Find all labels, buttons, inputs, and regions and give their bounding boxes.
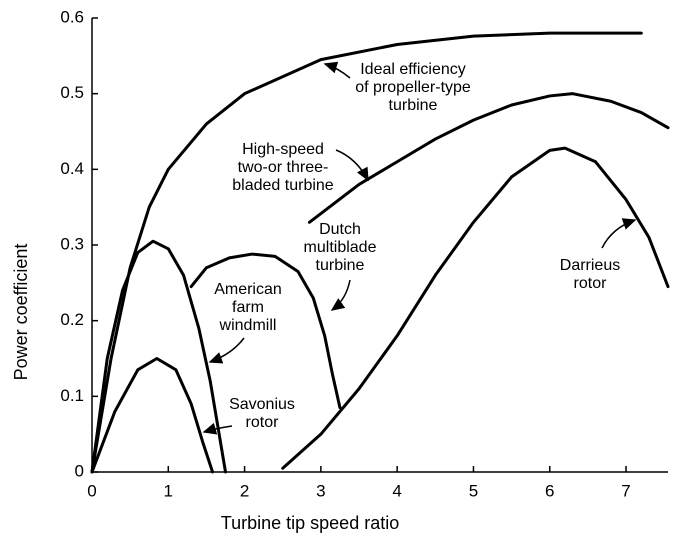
y-tick-label: 0: [75, 461, 84, 480]
arrow: [208, 337, 245, 364]
arrow: [323, 61, 351, 79]
x-tick-label: 2: [240, 481, 249, 500]
x-tick-label: 6: [545, 481, 554, 500]
annotation: Ideal efficiency: [360, 61, 466, 78]
annotation: two-or three-: [238, 159, 329, 176]
x-tick-label: 0: [87, 481, 96, 500]
annotation: rotor: [246, 414, 280, 431]
y-tick-label: 0.4: [60, 159, 84, 178]
x-axis-label: Turbine tip speed ratio: [221, 513, 399, 533]
annotation: rotor: [574, 275, 608, 292]
y-tick-label: 0.3: [60, 234, 84, 253]
arrow: [335, 149, 369, 182]
x-tick-label: 7: [621, 481, 630, 500]
y-tick-label: 0.2: [60, 310, 84, 329]
arrow: [601, 218, 637, 249]
annotation: Savonius: [229, 396, 295, 413]
x-tick-label: 1: [164, 481, 173, 500]
annotation: farm: [232, 299, 264, 316]
annotation: American: [214, 281, 282, 298]
y-tick-label: 0.6: [60, 7, 84, 26]
annotation: turbine: [316, 257, 365, 274]
curve: [281, 146, 670, 470]
curve: [90, 357, 215, 474]
arrows: [202, 61, 637, 435]
curve: [189, 252, 342, 410]
x-tick-label: 5: [469, 481, 478, 500]
annotation: bladed turbine: [232, 177, 334, 194]
x-tick-label: 3: [316, 481, 325, 500]
annotation: of propeller-type: [355, 79, 471, 96]
y-axis-label: Power coefficient: [11, 244, 31, 381]
curve: [307, 92, 670, 224]
annotation: Dutch: [319, 221, 361, 238]
y-tick-label: 0.5: [60, 83, 84, 102]
arrow: [330, 279, 351, 311]
annotation: windmill: [219, 317, 277, 334]
annotation: turbine: [389, 97, 438, 114]
annotation: High-speed: [242, 141, 324, 158]
x-tick-label: 4: [392, 481, 401, 500]
curve: [90, 239, 228, 474]
annotation: multiblade: [304, 239, 377, 256]
y-tick-label: 0.1: [60, 386, 84, 405]
annotation: Darrieus: [560, 257, 620, 274]
